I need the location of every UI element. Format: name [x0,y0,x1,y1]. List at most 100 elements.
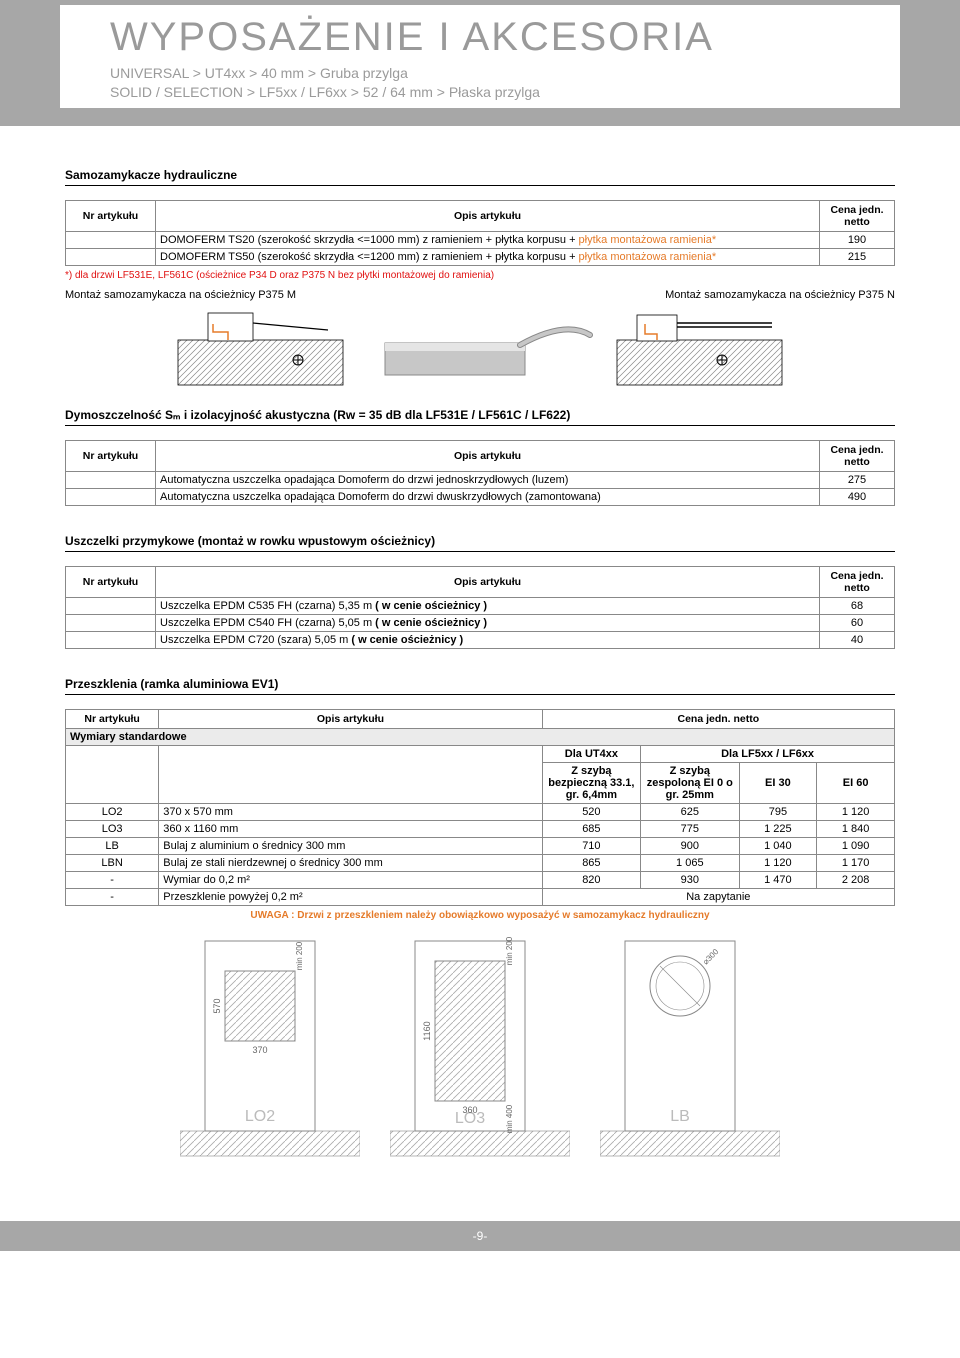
cell-v2: 1 065 [641,854,739,871]
th-opis: Opis artykułu [156,566,820,597]
cell-desc: Bulaj ze stali nierdzewnej o średnicy 30… [159,854,542,871]
cell-price: 40 [820,631,895,648]
glazing-attention: UWAGA : Drzwi z przeszkleniem należy obo… [65,910,895,921]
smoke-table: Nr artykułu Opis artykułu Cena jedn. net… [65,440,895,506]
col-lf: Dla LF5xx / LF6xx [641,745,895,762]
diagram-p375m [168,305,353,390]
th-opis: Opis artykułu [156,440,820,471]
caption-right: Montaż samozamykacza na ościeżnicy P375 … [665,289,895,301]
seals-table: Nr artykułu Opis artykułu Cena jedn. net… [65,566,895,649]
cell-nr: LBN [66,854,159,871]
cell-v4: 1 120 [817,803,895,820]
diagram-lo3: LO3 360 1160 min 200 min 400 [390,931,570,1161]
cell-v4: 1 170 [817,854,895,871]
closers-table: Nr artykułu Opis artykułu Cena jedn. net… [65,200,895,266]
subcol-2: Z szybą zespoloną EI 0 o gr. 25mm [641,762,739,803]
subcol-4: EI 60 [817,762,895,803]
diagram-p375n [607,305,792,390]
cell-desc: Uszczelka EPDM C540 FH (czarna) 5,05 m (… [156,614,820,631]
diagram-lo2: LO2 370 570 min 200 [180,931,360,1161]
cell-nr [66,248,156,265]
header-band: WYPOSAŻENIE I AKCESORIA UNIVERSAL > UT4x… [0,0,960,126]
glazing-diagrams: LO2 370 570 min 200 LO3 360 1160 min 200… [65,931,895,1161]
cell-v1: 710 [542,837,640,854]
cell-desc: Bulaj z aluminium o średnicy 300 mm [159,837,542,854]
th-opis: Opis artykułu [159,709,542,728]
th-nr: Nr artykułu [66,566,156,597]
closers-footnote: *) dla drzwi LF531E, LF561C (ościeżnice … [65,270,895,281]
svg-text:1160: 1160 [422,1021,432,1040]
th-cena: Cena jedn. netto [542,709,894,728]
cell-nr: LO2 [66,803,159,820]
cell-price: 190 [820,231,895,248]
cell-v3: 1 040 [739,837,817,854]
svg-text:370: 370 [252,1045,267,1055]
th-opis: Opis artykułu [156,200,820,231]
section-heading-closers: Samozamykacze hydrauliczne [65,168,895,186]
section-heading-smoke: Dymoszczelność Sₘ i izolacyjność akustyc… [65,408,895,426]
blank [66,745,159,803]
cell-nr [66,631,156,648]
cell-v2: 775 [641,820,739,837]
cell-v3: 795 [739,803,817,820]
subtitle-line-1: UNIVERSAL > UT4xx > 40 mm > Gruba przylg… [110,64,880,83]
cell-nr [66,471,156,488]
cell-v4: 2 208 [817,871,895,888]
cell-merged: Na zapytanie [542,888,894,905]
cell-nr: - [66,888,159,905]
page-number: -9- [0,1221,960,1251]
svg-text:min 200: min 200 [505,936,514,965]
glazing-table: Nr artykułu Opis artykułu Cena jedn. net… [65,709,895,906]
cell-desc: Uszczelka EPDM C720 (szara) 5,05 m ( w c… [156,631,820,648]
cell-nr: - [66,871,159,888]
cell-v2: 900 [641,837,739,854]
cell-nr [66,231,156,248]
th-nr: Nr artykułu [66,440,156,471]
std-dims-label: Wymiary standardowe [66,728,895,745]
caption-left: Montaż samozamykacza na ościeżnicy P375 … [65,289,296,301]
svg-text:LB: LB [670,1108,690,1125]
cell-v2: 930 [641,871,739,888]
col-ut4xx: Dla UT4xx [542,745,640,762]
cell-price: 490 [820,488,895,505]
svg-text:360: 360 [462,1105,477,1115]
cell-price: 215 [820,248,895,265]
section-heading-seals: Uszczelki przymykowe (montaż w rowku wpu… [65,534,895,552]
cell-desc: 370 x 570 mm [159,803,542,820]
cell-desc: Automatyczna uszczelka opadająca Domofer… [156,488,820,505]
th-cena: Cena jedn. netto [820,566,895,597]
cell-v4: 1 840 [817,820,895,837]
cell-nr [66,614,156,631]
cell-desc: Automatyczna uszczelka opadająca Domofer… [156,471,820,488]
svg-text:LO2: LO2 [245,1108,275,1125]
cell-desc: Przeszklenie powyżej 0,2 m² [159,888,542,905]
cell-v2: 625 [641,803,739,820]
closer-diagrams [65,305,895,390]
cell-desc: 360 x 1160 mm [159,820,542,837]
cell-v3: 1 225 [739,820,817,837]
cell-v3: 1 120 [739,854,817,871]
blank [159,745,542,803]
cell-desc: Wymiar do 0,2 m² [159,871,542,888]
th-cena: Cena jedn. netto [820,200,895,231]
cell-v1: 865 [542,854,640,871]
cell-price: 60 [820,614,895,631]
svg-text:min 400: min 400 [505,1104,514,1133]
cell-nr [66,488,156,505]
cell-desc: Uszczelka EPDM C535 FH (czarna) 5,35 m (… [156,597,820,614]
cell-price: 68 [820,597,895,614]
th-nr: Nr artykułu [66,200,156,231]
th-cena: Cena jedn. netto [820,440,895,471]
cell-v1: 520 [542,803,640,820]
cell-v1: 685 [542,820,640,837]
diagram-lb: ⌀300 LB [600,931,780,1161]
section-heading-glazing: Przeszklenia (ramka aluminiowa EV1) [65,677,895,695]
subtitle-line-2: SOLID / SELECTION > LF5xx / LF6xx > 52 /… [110,83,880,102]
cell-nr: LB [66,837,159,854]
cell-nr: LO3 [66,820,159,837]
cell-price: 275 [820,471,895,488]
diagram-captions: Montaż samozamykacza na ościeżnicy P375 … [65,289,895,301]
cell-v1: 820 [542,871,640,888]
cell-desc: DOMOFERM TS20 (szerokość skrzydła <=1000… [156,231,820,248]
subcol-3: EI 30 [739,762,817,803]
